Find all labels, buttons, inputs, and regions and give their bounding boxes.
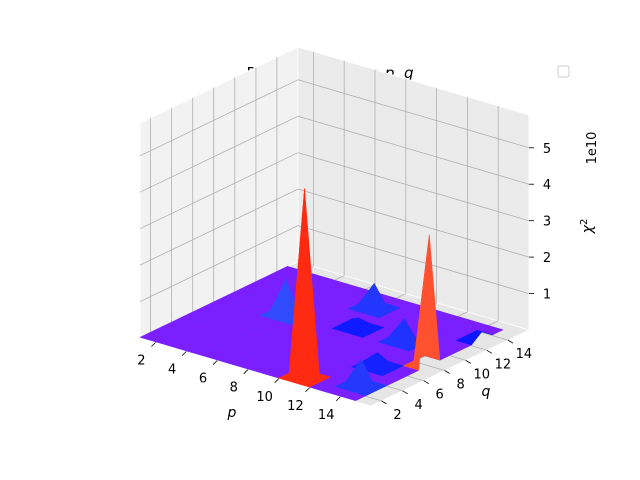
y-tick-label: 4 [414, 398, 422, 413]
grid-line-z [139, 152, 299, 230]
z-tick-label: 4 [543, 178, 551, 193]
z-tick-label: 2 [543, 251, 551, 266]
y-tick-label: 10 [474, 367, 491, 382]
x-tick-label: 6 [199, 372, 207, 387]
grid-line-z [297, 115, 530, 185]
grid-line-z [297, 79, 530, 149]
z-offset-label: 1e10 [585, 132, 600, 165]
grid-line-z [139, 115, 299, 193]
legend-box [557, 65, 570, 78]
y-axis-label: q [482, 384, 491, 400]
grid-line-z [139, 225, 299, 302]
x-tick-label: 12 [287, 399, 304, 414]
y-tick-mark [381, 400, 387, 405]
surface-cell [363, 282, 390, 319]
x-tick-mark [151, 342, 156, 347]
surface-cell [402, 234, 430, 371]
y-tick-label: 14 [516, 347, 533, 362]
surface-cell [366, 352, 394, 377]
y-tick-label: 8 [457, 378, 465, 393]
x-tick-mark [243, 369, 249, 374]
x-tick-label: 14 [318, 408, 335, 423]
y-tick-mark [465, 360, 472, 364]
grid-line-z [139, 79, 299, 157]
x-tick-mark [335, 396, 341, 402]
y-tick-mark [486, 349, 493, 354]
grid-line-z [297, 225, 530, 294]
surface-cell [293, 188, 321, 388]
x-axis-label: p [227, 405, 237, 421]
y-tick-label: 2 [393, 408, 401, 423]
x-tick-label: 10 [256, 390, 273, 405]
surface-cell [347, 317, 374, 338]
axes-panes [138, 46, 531, 407]
z-tick-label: 1 [543, 288, 551, 303]
grid-line-z [297, 152, 530, 222]
y-tick-label: 12 [495, 357, 512, 372]
grid-line-z [139, 188, 299, 266]
z-axis-label: χ2 [579, 219, 596, 235]
x-tick-label: 2 [137, 354, 145, 369]
x-tick-label: 8 [230, 381, 238, 396]
z-tick-label: 5 [543, 142, 551, 157]
x-tick-mark [305, 387, 310, 393]
x-tick-label: 4 [168, 363, 176, 378]
x-tick-mark [274, 378, 279, 384]
y-tick-mark [402, 390, 408, 395]
y-tick-mark [423, 380, 429, 385]
x-tick-mark [181, 351, 187, 356]
grid-line-z [297, 188, 530, 258]
y-tick-mark [444, 370, 450, 374]
y-tick-label: 6 [436, 388, 444, 403]
surface-plot [139, 188, 504, 401]
surface-cell [455, 331, 483, 346]
surface-cell [350, 358, 378, 396]
x-tick-mark [212, 360, 218, 365]
z-tick-label: 3 [543, 215, 551, 230]
y-tick-mark [507, 339, 514, 344]
